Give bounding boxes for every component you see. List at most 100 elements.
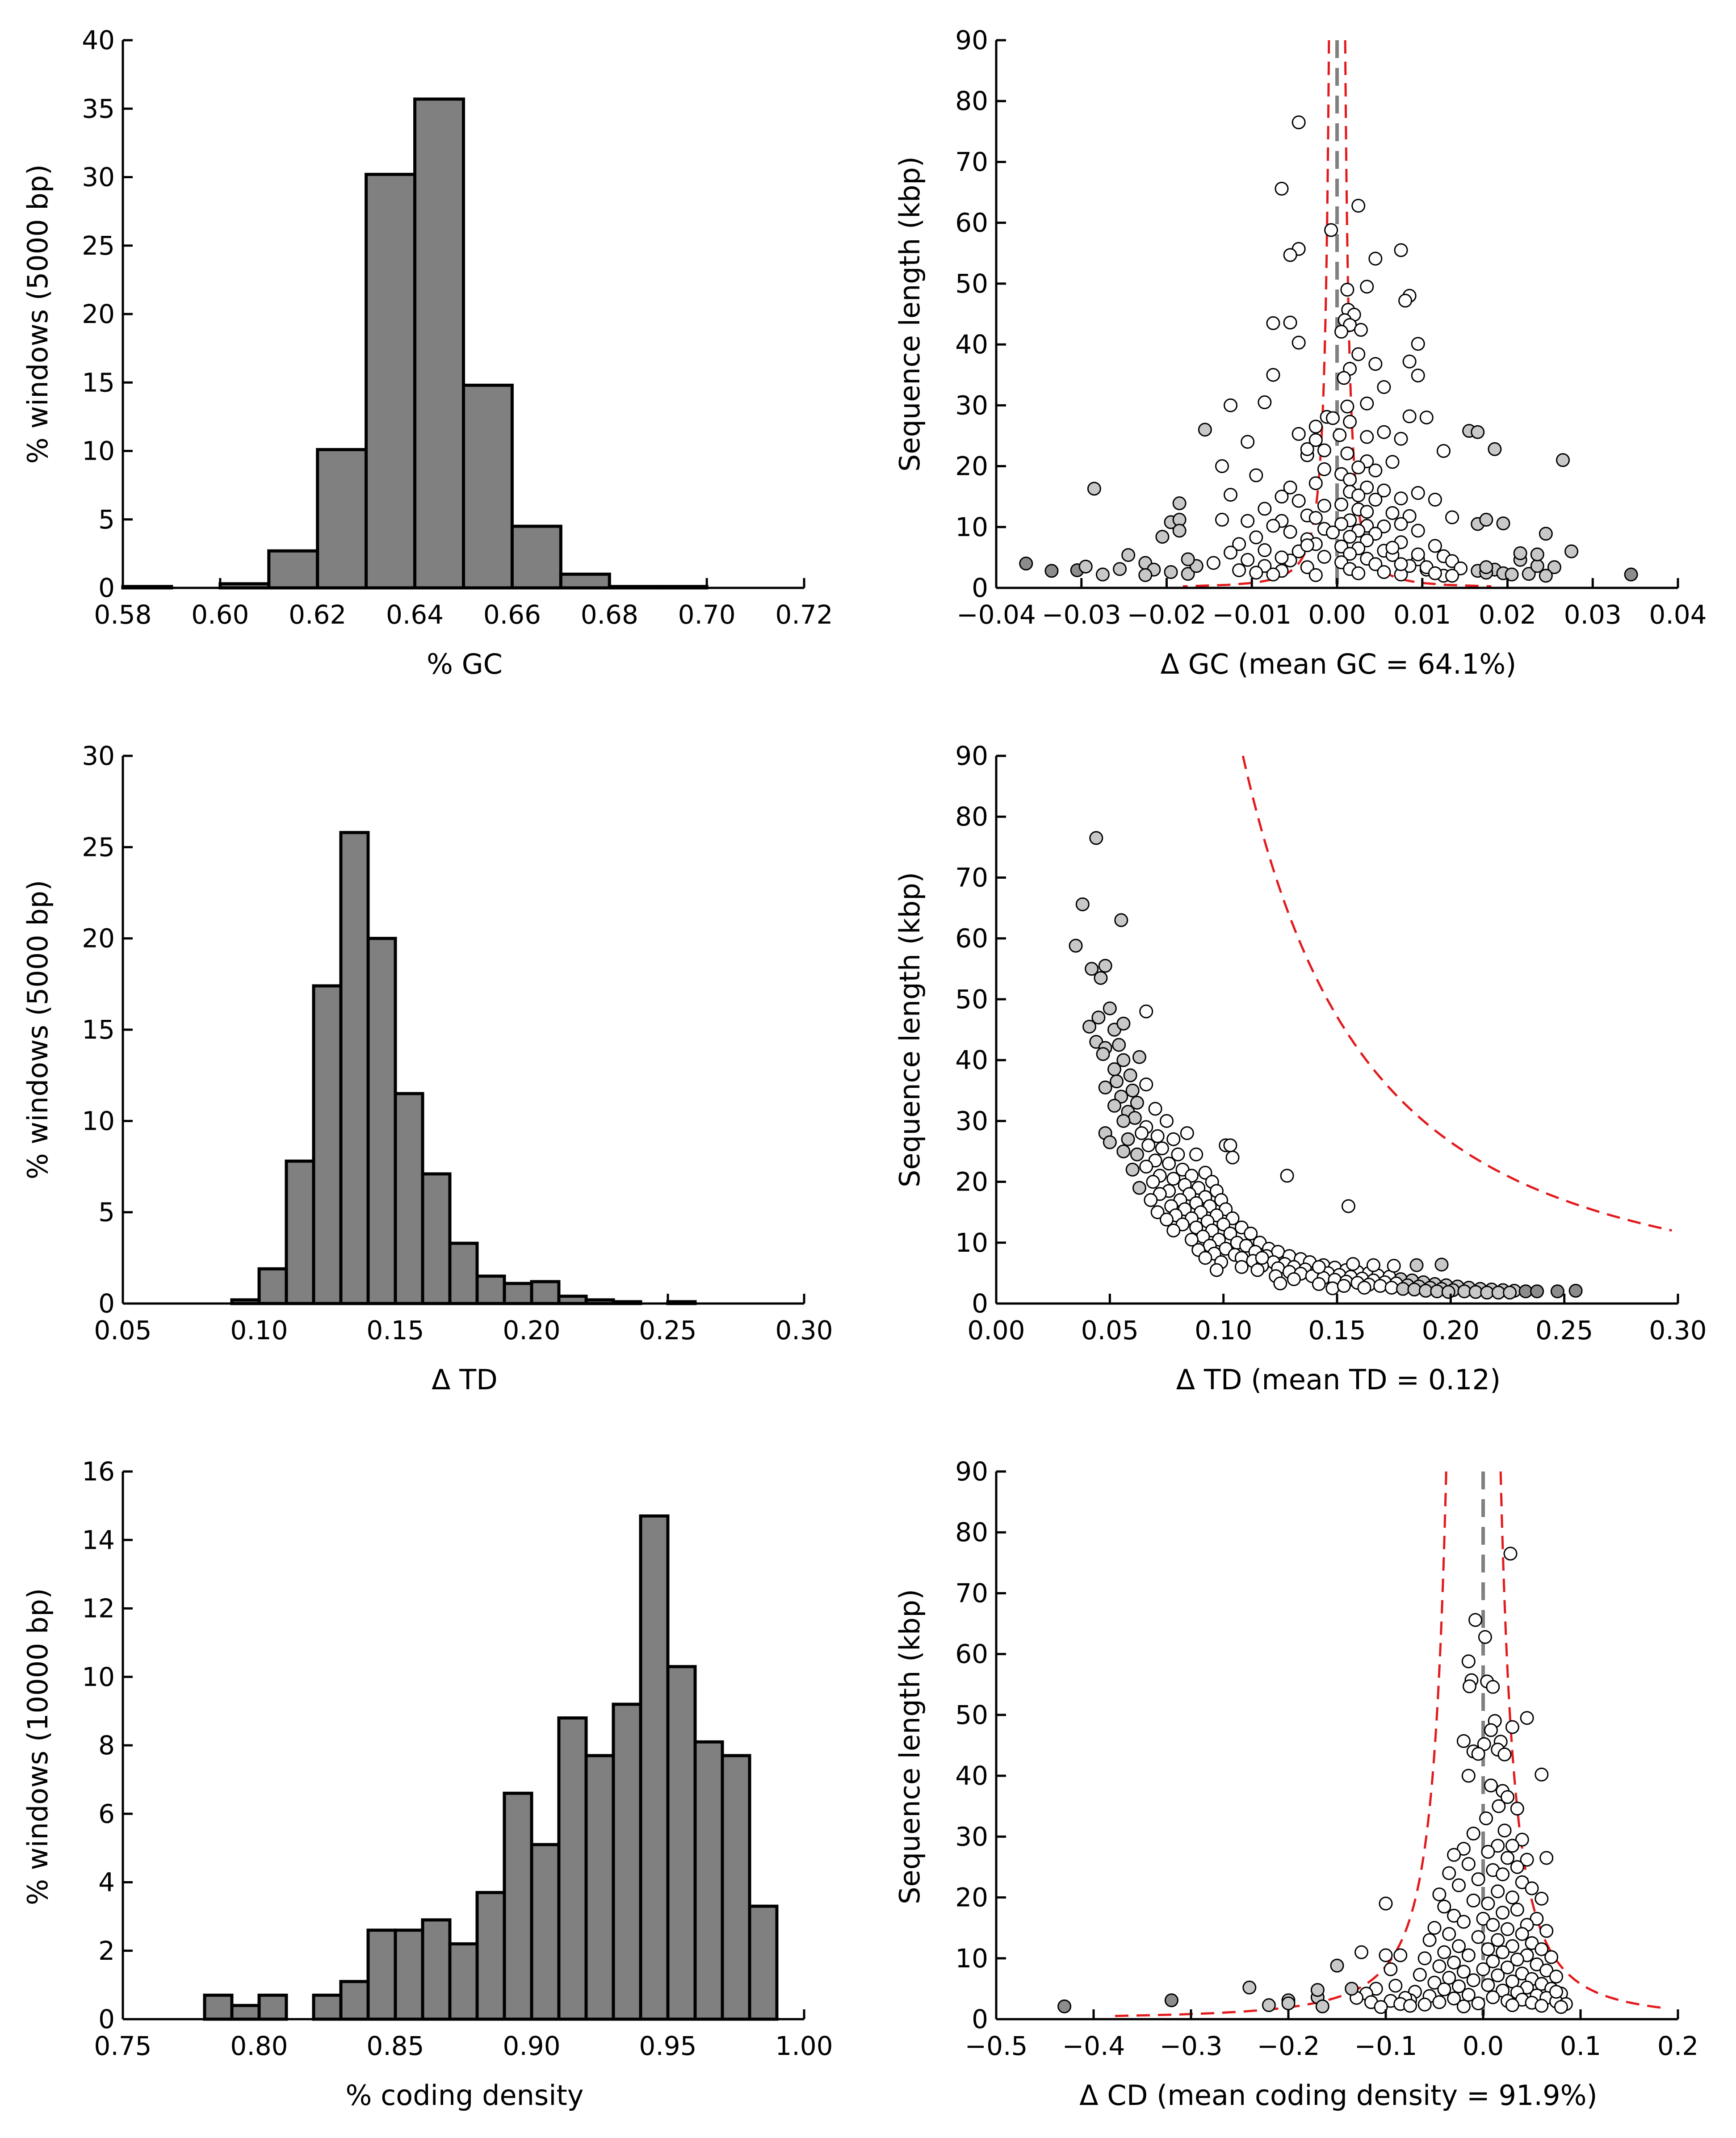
scatter-point: [1496, 516, 1510, 531]
scatter-point: [1357, 1281, 1371, 1295]
y-tick-label: 50: [955, 1700, 988, 1730]
y-tick-label: 70: [955, 147, 988, 177]
scatter-point: [1096, 1047, 1110, 1061]
scatter-point: [1471, 1747, 1485, 1761]
x-tick-label: 0.75: [94, 2031, 151, 2061]
scatter-point: [1155, 1141, 1169, 1156]
x-tick-label: 0.05: [1081, 1315, 1139, 1346]
scatter-point: [1445, 569, 1459, 583]
scatter-point: [1292, 335, 1306, 350]
x-tick-label: 0.15: [1308, 1315, 1366, 1346]
histogram-bar: [448, 1942, 479, 2021]
scatter-point: [1468, 1285, 1483, 1299]
scatter-point: [1486, 1918, 1500, 1932]
scatter-point: [1530, 547, 1544, 562]
x-tick-label: 0.1: [1560, 2031, 1601, 2061]
scatter-point: [1292, 427, 1306, 441]
x-tick-label: 0.66: [483, 599, 541, 630]
y-tick-label: 40: [955, 1761, 988, 1791]
scatter-point: [1308, 568, 1323, 582]
scatter-point: [1549, 1985, 1563, 1999]
scatter-point: [1457, 1284, 1472, 1299]
scatter-point: [1501, 1851, 1514, 1865]
scatter-point: [1354, 323, 1368, 337]
scatter-point: [1368, 492, 1383, 507]
histogram-bar: [530, 1280, 561, 1305]
scatter-point: [1232, 537, 1246, 551]
scatter-point: [1225, 1150, 1240, 1165]
scatter-point: [1436, 444, 1451, 458]
scatter-point: [1535, 1767, 1549, 1782]
y-tick-label: 60: [955, 1639, 988, 1669]
scatter-point: [1466, 1893, 1480, 1907]
scatter-point: [1300, 538, 1314, 553]
scatter-point: [1411, 337, 1425, 351]
scatter-point: [1530, 1912, 1544, 1926]
scatter-point: [1116, 1114, 1131, 1128]
x-axis-label: % GC: [427, 648, 503, 680]
histogram-bar: [612, 1702, 642, 2021]
scatter-point: [1510, 1802, 1524, 1816]
threshold-curve-right: [1344, 40, 1492, 588]
threshold-curve-right: [1241, 755, 1672, 1232]
y-tick-label: 20: [82, 923, 115, 954]
histogram-bar: [559, 572, 611, 590]
scatter-point: [1544, 1950, 1559, 1964]
scatter-point: [1258, 543, 1272, 558]
scatter-point: [1223, 1138, 1237, 1153]
scatter-point: [1333, 428, 1347, 442]
scatter-point: [1481, 1978, 1495, 1992]
scatter-point: [1095, 567, 1110, 582]
scatter-point: [1160, 1114, 1174, 1128]
x-tick-label: −0.1: [1354, 2031, 1417, 2061]
histogram-bar: [503, 1791, 533, 2021]
scatter-point: [1343, 530, 1357, 544]
scatter-point: [1223, 1226, 1237, 1241]
scatter-point: [1116, 1053, 1131, 1067]
scatter-point: [1422, 1933, 1437, 1947]
scatter-point: [1505, 567, 1519, 582]
x-tick-label: 0.80: [230, 2031, 288, 2061]
x-tick-label: 0.95: [639, 2031, 696, 2061]
scatter-point: [1501, 1790, 1514, 1804]
scatter-point: [1402, 409, 1417, 423]
scatter-point: [1368, 463, 1383, 478]
histogram-bar: [510, 524, 562, 590]
scatter-point: [1461, 1948, 1476, 1962]
x-tick-label: 0.90: [503, 2031, 560, 2061]
scatter-point: [1249, 530, 1263, 545]
scatter-point: [1116, 1144, 1131, 1158]
scatter-point: [1360, 533, 1374, 548]
scatter-point: [1360, 396, 1374, 411]
scatter-point: [1452, 1878, 1466, 1892]
y-tick-label: 40: [82, 25, 115, 55]
scatter-point: [1132, 1050, 1146, 1064]
x-tick-label: −0.04: [956, 599, 1036, 630]
scatter-point: [1215, 512, 1229, 527]
scatter-point: [1413, 1968, 1427, 1982]
threshold-curve-left: [1182, 40, 1330, 588]
scatter-point: [1351, 488, 1366, 503]
y-tick-label: 90: [955, 25, 988, 55]
scatter-point: [1447, 1848, 1461, 1862]
scatter-point: [1496, 1906, 1510, 1920]
scatter-point: [1398, 293, 1413, 308]
scatter-point: [1112, 1038, 1126, 1052]
scatter-point: [1461, 1769, 1476, 1783]
scatter-point: [1411, 547, 1425, 562]
scatter-point: [1113, 562, 1127, 576]
histogram-bar: [230, 2004, 261, 2021]
scatter-point: [1447, 1908, 1461, 1923]
y-tick-label: 30: [82, 741, 115, 771]
scatter-point: [1505, 1720, 1519, 1734]
scatter-point: [1300, 560, 1314, 574]
histogram-bar: [448, 1241, 479, 1305]
scatter-point: [1130, 1095, 1144, 1110]
scatter-point: [1368, 252, 1383, 266]
scatter-point: [1503, 1547, 1518, 1561]
scatter-point: [1128, 1111, 1142, 1125]
scatter-point: [1505, 1839, 1519, 1853]
y-tick-label: 80: [955, 86, 988, 116]
scatter-point: [1155, 530, 1170, 544]
y-tick-label: 14: [82, 1525, 115, 1555]
